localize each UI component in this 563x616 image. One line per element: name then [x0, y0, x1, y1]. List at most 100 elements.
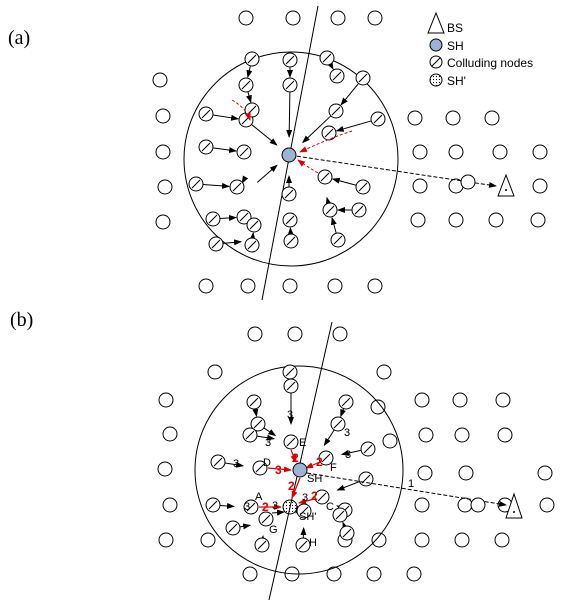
- flow-arrow: [202, 182, 231, 189]
- sensor-node: [238, 10, 254, 26]
- sh-to-bs-link: [306, 472, 507, 507]
- flow-arrow: [212, 114, 240, 121]
- sensor-node: [412, 144, 428, 160]
- attack-arrow: [231, 99, 251, 121]
- sensor-node: [539, 497, 555, 513]
- flow-arrow: [336, 481, 360, 491]
- sensor-node: [457, 497, 473, 513]
- region-circle: [183, 51, 399, 267]
- flow-arrow: [323, 429, 335, 447]
- sensor-node: [454, 532, 470, 548]
- flow-arrow: [256, 434, 276, 441]
- sh-prime-node: [282, 499, 298, 515]
- split-line: [268, 321, 333, 601]
- sensor-node: [532, 144, 548, 160]
- flow-arrow: [340, 449, 362, 456]
- sensor-node: [157, 461, 173, 477]
- sensor-node: [445, 110, 461, 126]
- attack-arrow: [297, 159, 319, 174]
- sensor-node: [492, 144, 508, 160]
- sensor-node: [282, 278, 298, 294]
- hop-label-3: 3: [233, 458, 239, 470]
- hop-label-red-3: 3: [275, 463, 282, 477]
- legend-bs-label: BS: [447, 21, 463, 35]
- label-sh: SH: [307, 473, 322, 485]
- sensor-node: [484, 110, 500, 126]
- sh-node: [281, 147, 297, 163]
- label-d: D: [263, 457, 271, 469]
- flow-arrow: [219, 502, 236, 509]
- hop-label-3: 3: [244, 501, 250, 513]
- flow-arrow: [342, 521, 349, 531]
- label-f: F: [330, 462, 337, 474]
- flow-arrow: [340, 83, 359, 106]
- flow-arrow: [249, 231, 256, 241]
- hop-label-red-2: 2: [311, 489, 318, 503]
- legend-sh-label: SH: [447, 39, 464, 53]
- legend: BS SH Colluding nodes SH': [427, 11, 533, 88]
- label-c: C: [326, 501, 334, 513]
- legend-colluding-label: Colluding nodes: [447, 56, 533, 70]
- label-g: G: [269, 524, 278, 536]
- flow-arrow: [325, 196, 332, 206]
- flow-arrow: [212, 147, 238, 154]
- hop-arrow: [305, 461, 321, 469]
- flow-arrow: [340, 408, 346, 418]
- flow-arrow: [239, 523, 252, 530]
- sensor-node: [452, 392, 468, 408]
- sensor-node: [367, 10, 383, 26]
- sensor-node: [370, 399, 386, 415]
- panel-a-label: (a): [8, 27, 30, 49]
- flow-arrow: [251, 124, 278, 146]
- hop-label-red-2: 2: [316, 455, 323, 469]
- sensor-node: [488, 212, 504, 228]
- sensor-node: [155, 214, 171, 230]
- hop-label-3: 3: [345, 449, 351, 461]
- sensor-node: [152, 72, 168, 88]
- sensor-node: [198, 278, 214, 294]
- sensor-node: [494, 532, 510, 548]
- hop-label-3: 3: [344, 427, 350, 439]
- sensor-node: [332, 326, 348, 342]
- hop-label-1: 1: [408, 478, 414, 490]
- sensor-node: [382, 433, 398, 449]
- bs-icon: [505, 492, 523, 519]
- flow-arrow: [246, 91, 252, 104]
- hop-label-3: 3: [265, 437, 271, 449]
- sensor-node: [207, 364, 223, 380]
- sensor-node: [470, 497, 486, 513]
- panel-a-diagram: [152, 5, 548, 301]
- sensor-node: [330, 10, 346, 26]
- sensor-node: [287, 326, 303, 342]
- sensor-node: [376, 364, 392, 380]
- sensor-node: [448, 212, 464, 228]
- sensor-node: [327, 278, 343, 294]
- sensor-node: [412, 178, 428, 194]
- flow-arrow: [222, 239, 243, 246]
- hop-arrow: [291, 477, 301, 499]
- hop-label-3: 3: [302, 492, 308, 504]
- hop-arrow: [267, 466, 292, 473]
- sh-legend-icon: [429, 38, 443, 52]
- sensor-node: [162, 497, 178, 513]
- sensor-node: [155, 144, 171, 160]
- flow-arrow: [302, 115, 332, 144]
- hop-arrow: [298, 498, 315, 505]
- sh-node: [292, 462, 308, 478]
- hop-label-3: 3: [272, 500, 278, 512]
- sh-prime-legend-icon: [429, 73, 443, 87]
- flow-arrow: [335, 120, 372, 132]
- sensor-node: [367, 278, 383, 294]
- sensor-node: [414, 392, 430, 408]
- hop-label-red-2: 2: [262, 500, 269, 514]
- sh-to-bs-link: [296, 155, 497, 188]
- flow-arrow: [327, 61, 334, 70]
- attack-arrow: [299, 130, 353, 153]
- sensor-node: [285, 10, 301, 26]
- sensor-node: [157, 179, 173, 195]
- sensor-node: [530, 212, 546, 228]
- sensor-node: [458, 465, 474, 481]
- sensor-node: [247, 326, 263, 342]
- sensor-node: [240, 278, 256, 294]
